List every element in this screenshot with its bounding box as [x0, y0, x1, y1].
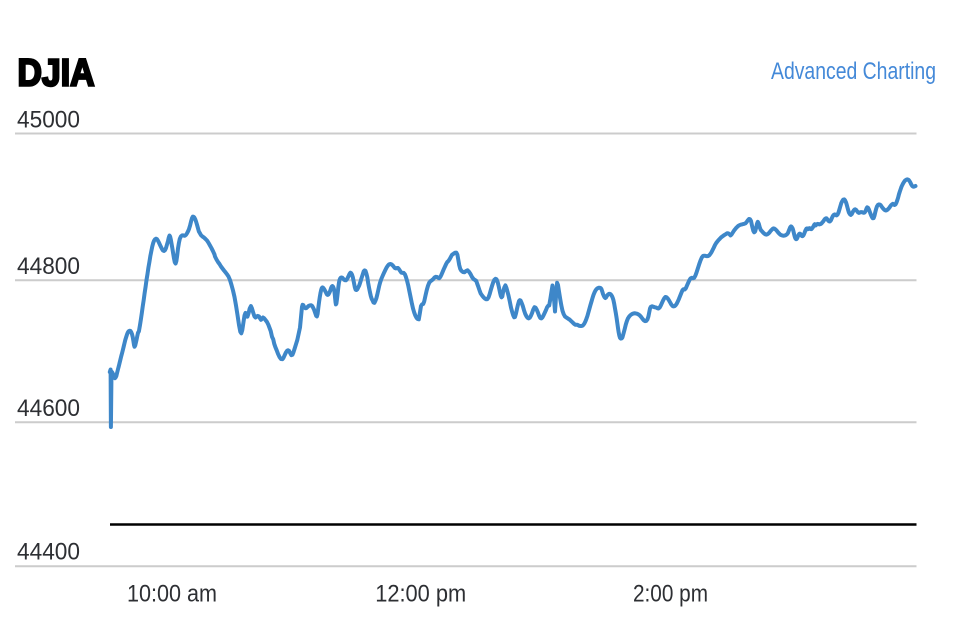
svg-text:44600: 44600: [17, 395, 80, 422]
svg-text:45000: 45000: [17, 106, 80, 133]
svg-text:2:00 pm: 2:00 pm: [633, 580, 708, 607]
svg-text:44400: 44400: [17, 539, 80, 566]
svg-text:12:00 pm: 12:00 pm: [375, 580, 466, 607]
svg-text:10:00 am: 10:00 am: [127, 580, 217, 607]
svg-text:Advanced Charting: Advanced Charting: [771, 58, 936, 85]
svg-text:44800: 44800: [17, 253, 80, 280]
svg-text:DJIA: DJIA: [18, 53, 95, 95]
